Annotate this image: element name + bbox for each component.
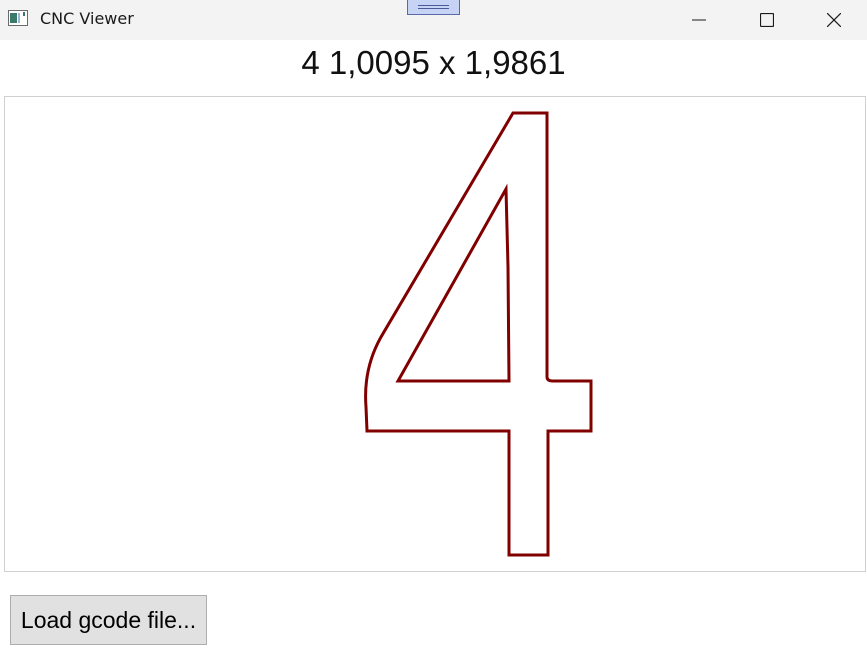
glyph-inner-path: [395, 183, 511, 383]
title-bar[interactable]: CNC Viewer: [0, 0, 867, 40]
glyph-outer-path: [364, 111, 593, 557]
drag-handle[interactable]: [407, 0, 460, 15]
close-button[interactable]: [801, 0, 867, 40]
window-title: CNC Viewer: [40, 9, 134, 28]
minimize-button[interactable]: [665, 0, 733, 40]
dimensions-label: 4 1,0095 x 1,9861: [301, 44, 566, 81]
maximize-icon: [760, 13, 774, 27]
load-gcode-button[interactable]: Load gcode file...: [10, 595, 207, 645]
app-icon: [8, 10, 28, 26]
close-icon: [827, 13, 841, 27]
toolpath-canvas[interactable]: [4, 96, 866, 572]
maximize-button[interactable]: [733, 0, 801, 40]
toolpath-drawing: [364, 111, 593, 557]
minimize-icon: [692, 19, 706, 21]
